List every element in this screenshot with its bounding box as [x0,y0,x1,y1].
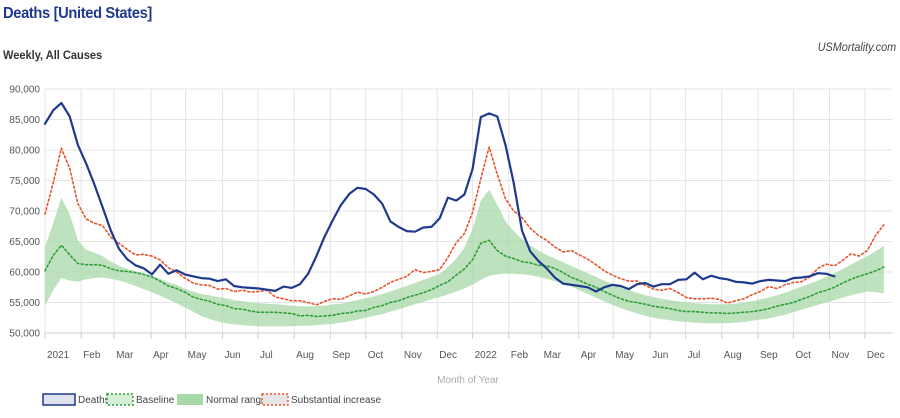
x-tick-label: Mar [116,350,134,361]
x-tick-label: Mar [544,350,562,361]
x-tick-label: Jul [688,350,701,361]
legend-label: Normal range [206,395,267,406]
x-tick-label: Apr [153,350,169,361]
normal-range-area [45,189,884,327]
x-tick-label: Nov [832,350,850,361]
normal-range-band [45,189,884,327]
y-tick-label: 70,000 [9,207,40,218]
x-tick-label: Feb [511,350,529,361]
x-tick-label: Apr [581,350,597,361]
y-tick-label: 80,000 [9,146,40,157]
legend-label: Baseline [136,395,175,406]
y-tick-label: 55,000 [9,298,40,309]
chart-series [43,101,885,318]
x-tick-label: Jul [260,350,273,361]
series-line-substantial-increase [44,146,885,306]
chart-legend[interactable]: Deaths Baseline Normal range Substantial in… [42,393,381,406]
x-tick-label: Jun [652,350,668,361]
y-tick-label: 90,000 [9,85,40,96]
x-tick-label: Aug [724,350,742,361]
x-tick-label: 2021 [47,350,70,361]
series-line-deaths [43,101,836,293]
legend-swatch [42,393,76,406]
x-tick-label: May [188,350,207,361]
x-tick-label: Aug [296,350,314,361]
x-tick-label: Jun [225,350,241,361]
legend-item[interactable]: Baseline [106,393,175,406]
series-line-baseline [44,239,885,318]
x-axis-label: Month of Year [437,375,499,386]
legend-item[interactable]: Substantial increase [261,393,381,406]
x-tick-label: Oct [795,350,811,361]
chart-subtitle: Weekly, All Causes [3,48,103,62]
x-tick-label: Dec [439,350,457,361]
x-tick-label: Oct [368,350,384,361]
y-tick-label: 85,000 [9,115,40,126]
legend-label: Deaths [78,395,110,406]
x-tick-label: 2022 [475,350,498,361]
legend-swatch [177,394,203,405]
x-tick-label: Feb [83,350,101,361]
y-tick-label: 65,000 [9,237,40,248]
y-tick-label: 60,000 [9,268,40,279]
y-tick-label: 50,000 [9,329,40,340]
x-tick-label: Nov [404,350,422,361]
x-tick-label: Sep [760,350,778,361]
legend-item[interactable]: Deaths [42,393,110,406]
chart-axes: 50,000 55,000 60,000 65,000 70,000 75,000 80,0… [9,85,892,361]
chart-title: Deaths [United States] [3,5,152,22]
y-tick-label: 75,000 [9,176,40,187]
legend-label: Substantial increase [291,395,381,406]
legend-swatch [106,393,134,406]
legend-swatch [261,393,289,406]
x-tick-label: May [615,350,634,361]
legend-item[interactable]: Normal range [177,394,267,406]
x-tick-label: Dec [867,350,885,361]
x-tick-label: Sep [332,350,350,361]
source-credit[interactable]: USMortality.com [817,40,896,54]
